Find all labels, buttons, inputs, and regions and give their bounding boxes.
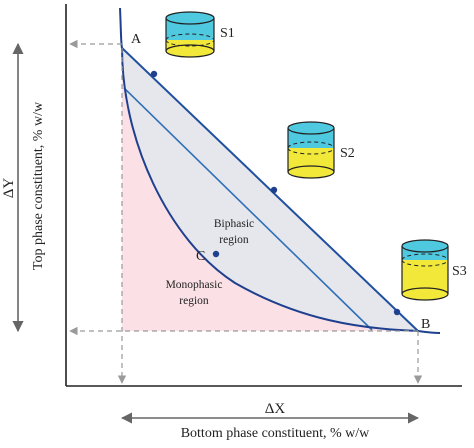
tank-s3-label: S3 [452, 264, 467, 279]
biphasic-label: Biphasic [214, 218, 254, 230]
tie-point-1 [150, 70, 158, 78]
point-a-label: A [131, 32, 142, 47]
delta-x-label: ΔX [265, 401, 286, 417]
tie-point-2 [270, 186, 278, 194]
x-axis-title: Bottom phase constituent, % w/w [181, 426, 370, 441]
tank-s2 [287, 121, 335, 179]
tie-point-3 [393, 308, 401, 316]
monophasic-label-2: region [179, 295, 209, 307]
tie-line-ab [121, 47, 419, 332]
tie-line-inner [123, 87, 373, 331]
y-axis-title: Top phase constituent, % w/w [31, 101, 46, 270]
tank-s2-label: S2 [340, 146, 355, 161]
delta-y-label: ΔY [1, 178, 17, 199]
point-c-label: C [196, 249, 205, 264]
point-b-label: B [421, 317, 430, 332]
tank-s1 [165, 11, 215, 58]
monophasic-region-fill [122, 48, 418, 331]
monophasic-label: Monophasic [166, 279, 223, 291]
tank-s3 [401, 239, 449, 301]
point-c-dot [212, 250, 220, 258]
biphasic-label-2: region [219, 234, 249, 246]
tank-s1-label: S1 [220, 26, 235, 41]
